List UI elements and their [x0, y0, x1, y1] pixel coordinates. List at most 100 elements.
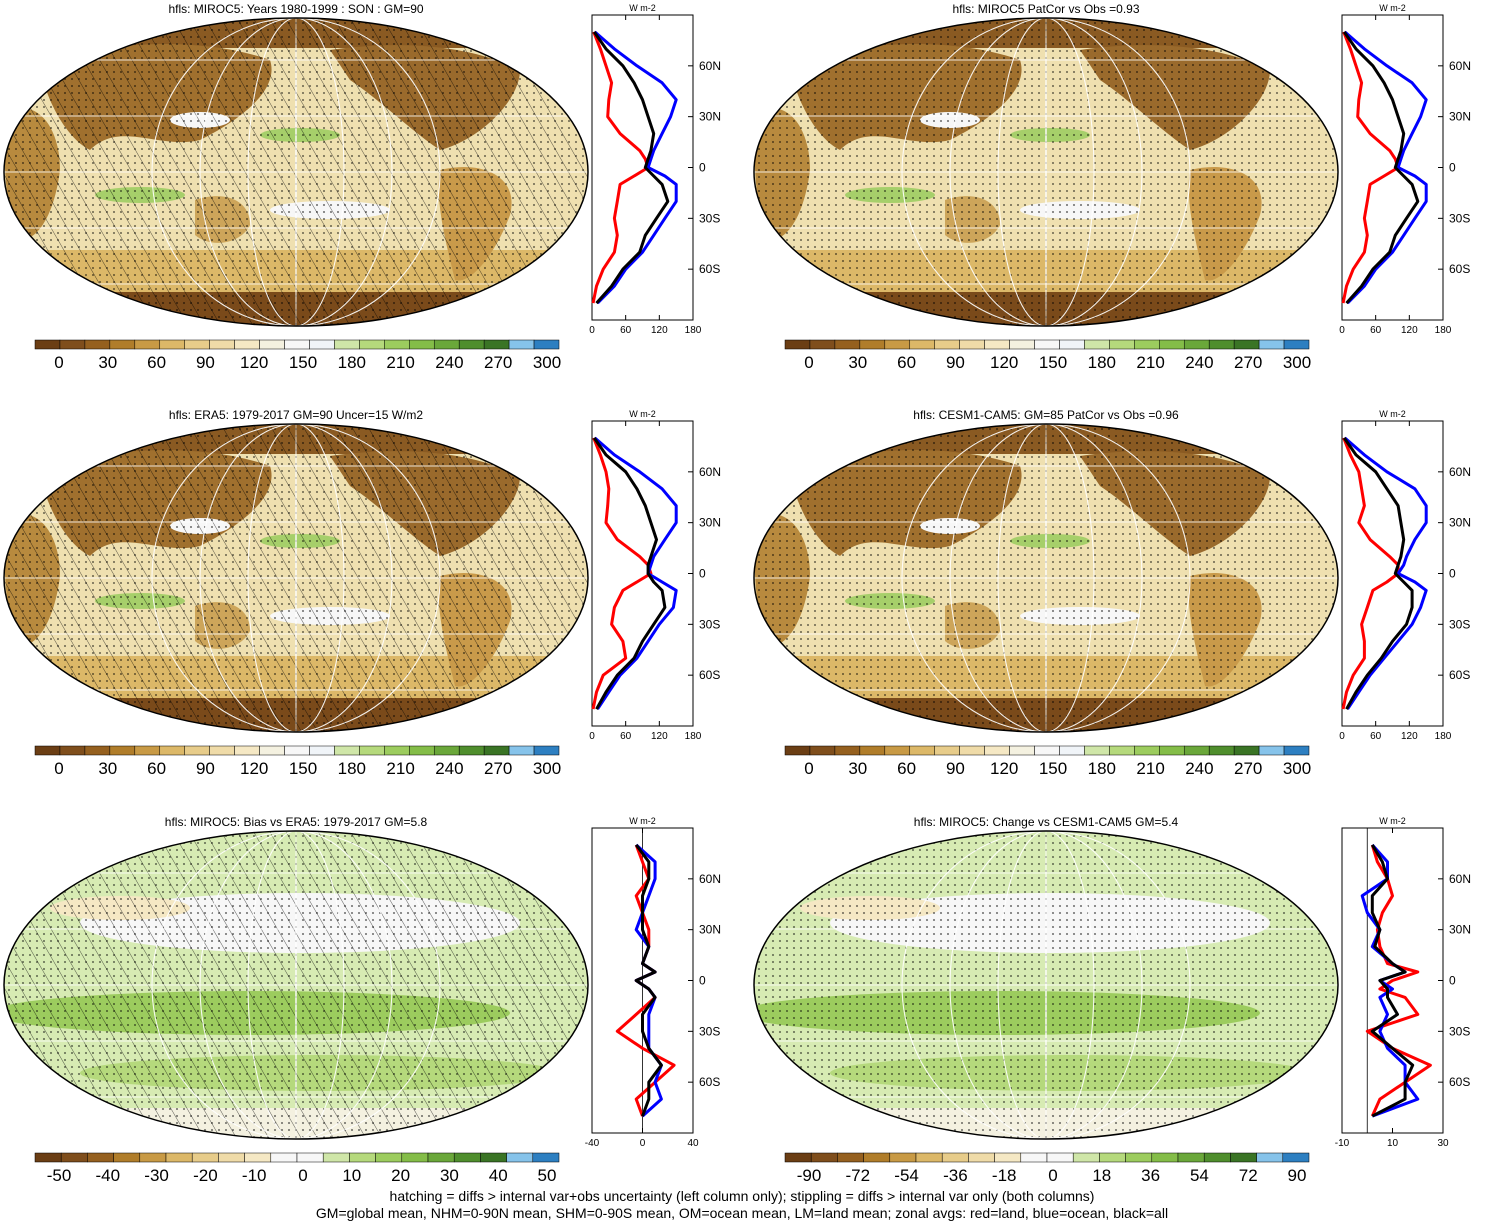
zonal-line-black	[592, 31, 670, 305]
colorbar-swatch	[889, 1152, 917, 1163]
panel-2: hfls: MIROC5 PatCor vs Obs =0.93 0 30 60 90 1…	[753, 2, 1471, 372]
zonal-plot: W m-2 60N 30N 0 30S 60S 0 60 120 180	[589, 3, 721, 336]
colorbar-swatch	[259, 745, 285, 756]
colorbar-label: 30	[98, 353, 117, 372]
colorbar-label: 54	[1190, 1166, 1209, 1185]
colorbar-swatch	[483, 745, 510, 756]
zonal-line-red	[1365, 844, 1432, 1117]
panel-3: hfls: ERA5: 1979-2017 GM=90 Uncer=15 W/m…	[3, 408, 721, 778]
colorbar-swatch	[1134, 745, 1160, 756]
lat-tick-label: 30N	[1449, 516, 1471, 530]
colorbar-swatch	[1230, 1152, 1257, 1163]
colorbar-swatch	[784, 1152, 812, 1163]
colorbar-swatch	[483, 339, 510, 350]
colorbar-label: 240	[435, 759, 463, 778]
colorbar-swatch	[309, 339, 335, 350]
colorbar-swatch	[134, 745, 161, 756]
colorbar-swatch	[109, 339, 136, 350]
colorbar: -50 -40 -30 -20 -10 0 10 20 30 40 50	[34, 1152, 560, 1185]
meridian	[151, 18, 441, 326]
colorbar-swatch	[1183, 745, 1210, 756]
meridian	[901, 18, 1191, 326]
zonal-frame	[1341, 14, 1444, 321]
colorbar-swatch	[84, 339, 111, 350]
x-tick-label: 120	[1401, 325, 1418, 336]
map-outline	[3, 830, 589, 1140]
colorbar-swatch	[508, 745, 535, 756]
colorbar-swatch	[359, 339, 385, 350]
colorbar-swatch	[994, 1152, 1022, 1163]
stippling	[754, 424, 1338, 732]
meridian	[1045, 831, 1047, 1139]
colorbar-label: 20	[391, 1166, 410, 1185]
colorbar-swatch	[834, 339, 861, 350]
lat-tick-label: 0	[1449, 567, 1456, 581]
colorbar-swatch	[1084, 339, 1110, 350]
colorbar-swatch	[909, 745, 935, 756]
zonal-plot: W m-2 60N 30N 0 30S 60S -40 0 40	[585, 816, 721, 1149]
zonal-unit: W m-2	[1379, 3, 1406, 13]
colorbar-swatch	[234, 745, 260, 756]
colorbar-swatch	[859, 339, 886, 350]
hatching	[4, 18, 588, 326]
colorbar-swatch	[453, 1152, 481, 1163]
colorbar-label: 180	[338, 353, 366, 372]
zonal-unit: W m-2	[629, 3, 656, 13]
lat-tick-label: 30S	[699, 1024, 720, 1038]
colorbar-swatch	[259, 339, 285, 350]
colorbar-swatch	[1256, 1152, 1284, 1163]
colorbar-swatch	[1208, 339, 1235, 350]
meridian	[295, 18, 297, 326]
x-tick-label: 120	[1401, 731, 1418, 742]
colorbar-label: 120	[240, 353, 268, 372]
colorbar-swatch	[915, 1152, 943, 1163]
colorbar-label: 18	[1092, 1166, 1111, 1185]
colorbar-label: 0	[804, 353, 813, 372]
colorbar-swatch	[1283, 745, 1310, 756]
colorbar-swatch	[1009, 745, 1035, 756]
colorbar-swatch	[784, 745, 811, 756]
colorbar-swatch	[284, 745, 310, 756]
panel-title: hfls: MIROC5: Change vs CESM1-CAM5 GM=5.…	[914, 815, 1179, 829]
zonal-line-blue	[593, 30, 678, 305]
panel-6: hfls: MIROC5: Change vs CESM1-CAM5 GM=5.…	[753, 815, 1471, 1185]
meridian	[997, 18, 1095, 326]
colorbar-label: 180	[1088, 759, 1116, 778]
lat-tick-label: 30N	[1449, 923, 1471, 937]
colorbar-label: 90	[1288, 1166, 1307, 1185]
zonal-line-black	[1370, 844, 1415, 1118]
zonal-unit: W m-2	[629, 409, 656, 419]
colorbar-swatch	[968, 1152, 995, 1163]
colorbar-swatch	[165, 1152, 193, 1163]
x-tick-label: 40	[687, 1138, 699, 1149]
colorbar-swatch	[109, 745, 136, 756]
meridian	[199, 18, 393, 326]
colorbar-label: 300	[1283, 353, 1311, 372]
colorbar-label: 270	[1234, 759, 1262, 778]
colorbar-label: 210	[1136, 759, 1164, 778]
colorbar-swatch	[809, 745, 836, 756]
colorbar-swatch	[284, 339, 310, 350]
colorbar-label: 300	[533, 353, 561, 372]
colorbar-swatch	[884, 339, 911, 350]
zonal-plot: W m-2 60N 30N 0 30S 60S -10 10 30	[1335, 816, 1471, 1149]
colorbar-label: 240	[1185, 353, 1213, 372]
colorbar-swatch	[1109, 339, 1135, 350]
meridian	[295, 424, 297, 732]
colorbar-swatch	[533, 745, 560, 756]
colorbar-swatch	[433, 745, 460, 756]
x-tick-label: 180	[685, 731, 702, 742]
panel-title: hfls: MIROC5 PatCor vs Obs =0.93	[952, 2, 1139, 16]
colorbar-swatch	[1159, 745, 1185, 756]
colorbar-label: 240	[435, 353, 463, 372]
colorbar-label: -10	[242, 1166, 267, 1185]
lat-tick-label: 60S	[1449, 668, 1470, 682]
colorbar-swatch	[863, 1152, 891, 1163]
colorbar-label: 210	[386, 759, 414, 778]
zonal-line-black	[634, 844, 663, 1117]
colorbar-label: 210	[386, 353, 414, 372]
x-tick-label: 0	[1339, 325, 1345, 336]
colorbar-swatch	[84, 745, 111, 756]
x-tick-label: 30	[1437, 1138, 1449, 1149]
